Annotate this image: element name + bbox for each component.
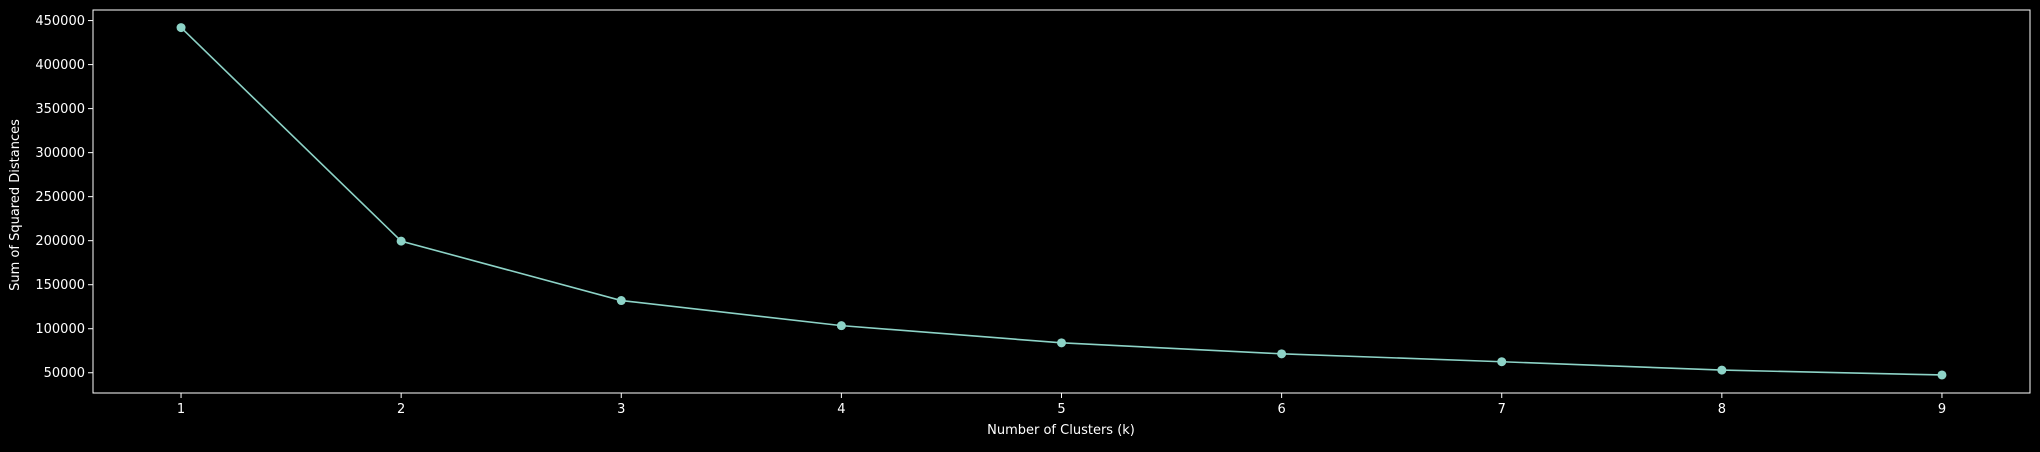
- data-point: [176, 23, 186, 33]
- data-point: [1717, 365, 1727, 375]
- x-tick-label: 8: [1718, 402, 1726, 417]
- x-tick-label: 3: [617, 402, 625, 417]
- x-tick-label: 9: [1938, 402, 1946, 417]
- data-point: [1277, 349, 1287, 359]
- x-axis-label: Number of Clusters (k): [987, 423, 1135, 438]
- data-point: [1497, 357, 1507, 367]
- y-tick-label: 400000: [35, 58, 85, 73]
- y-tick-label: 250000: [35, 190, 85, 205]
- x-tick-label: 1: [177, 402, 185, 417]
- data-point: [616, 296, 626, 306]
- y-tick-label: 150000: [35, 278, 85, 293]
- y-tick-label: 200000: [35, 234, 85, 249]
- x-tick-label: 2: [397, 402, 405, 417]
- y-tick-label: 300000: [35, 146, 85, 161]
- x-tick-label: 7: [1498, 402, 1506, 417]
- x-tick-label: 5: [1057, 402, 1065, 417]
- y-axis-label: Sum of Squared Distances: [8, 119, 23, 291]
- data-point: [1937, 370, 1947, 380]
- data-point: [836, 321, 846, 331]
- data-point: [396, 236, 406, 246]
- y-tick-label: 50000: [44, 366, 85, 381]
- y-tick-label: 350000: [35, 102, 85, 117]
- data-point: [1057, 338, 1066, 348]
- plot-area: 1 2 3 4 5 6 7 8 9 50000 100000 150000 200000 250000 30…: [35, 9, 2031, 417]
- y-tick-label: 450000: [35, 14, 85, 29]
- x-tick-label: 6: [1277, 402, 1285, 417]
- y-tick-label: 100000: [35, 322, 85, 337]
- x-tick-label: 4: [837, 402, 845, 417]
